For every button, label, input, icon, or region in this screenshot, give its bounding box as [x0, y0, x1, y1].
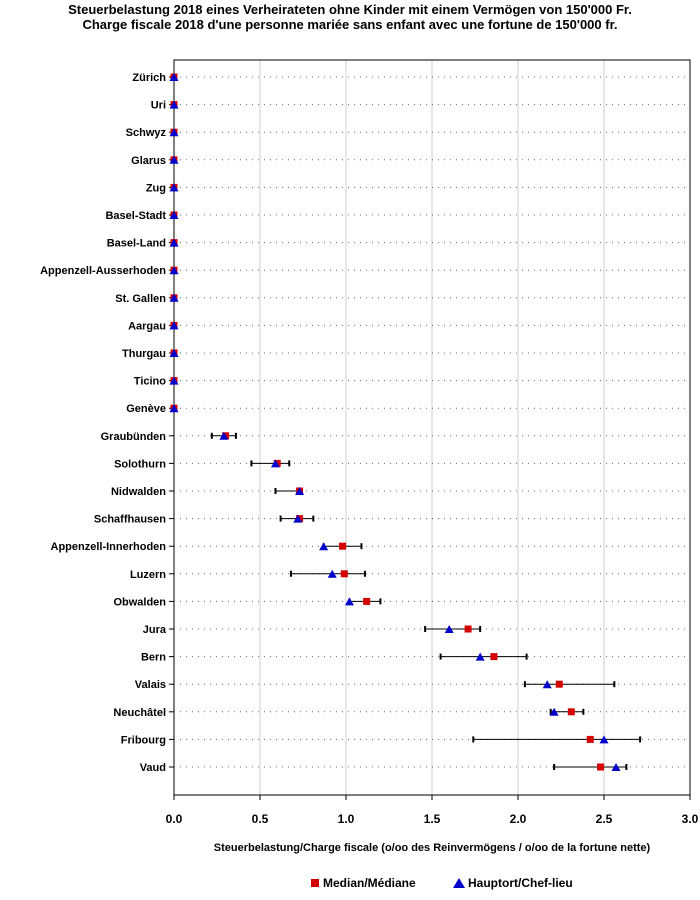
- median-point: [339, 542, 347, 550]
- y-tick-label: Glarus: [131, 155, 166, 167]
- legend-label-median: Median/Médiane: [323, 876, 416, 890]
- y-tick-label: Vaud: [140, 762, 166, 774]
- y-tick-label: St. Gallen: [115, 293, 166, 305]
- y-tick-label: Bern: [141, 652, 166, 664]
- capital-point: [611, 763, 621, 771]
- y-tick-label: Schaffhausen: [94, 514, 166, 526]
- capital-point: [169, 155, 179, 164]
- capital-point: [444, 625, 454, 633]
- capital-point: [169, 183, 179, 192]
- legend-item-capital: Hauptort/Chef-lieu: [453, 876, 573, 890]
- red-square-icon: [311, 879, 319, 887]
- x-tick-label: 2.5: [596, 812, 613, 826]
- x-tick-label: 1.5: [424, 812, 441, 826]
- capital-point: [169, 128, 179, 137]
- blue-triangle-icon: [453, 878, 465, 888]
- chart-subtitle: Charge fiscale 2018 d'une personne marié…: [82, 17, 618, 32]
- median-point: [597, 763, 605, 771]
- y-tick-label: Solothurn: [114, 458, 166, 470]
- y-tick-label: Uri: [151, 100, 166, 112]
- capital-point: [169, 349, 179, 357]
- capital-point: [599, 735, 609, 744]
- y-tick-label: Neuchâtel: [113, 707, 166, 719]
- capital-point: [169, 293, 179, 302]
- y-tick-label: Zürich: [132, 72, 166, 84]
- median-point: [363, 597, 371, 605]
- y-tick-label: Nidwalden: [111, 486, 166, 498]
- capital-point: [293, 514, 303, 523]
- legend-label-capital: Hauptort/Chef-lieu: [468, 876, 573, 890]
- y-tick-label: Graubünden: [101, 431, 167, 443]
- y-tick-label: Thurgau: [122, 348, 166, 360]
- capital-point: [295, 487, 305, 495]
- y-tick-label: Appenzell-Innerhoden: [51, 541, 167, 553]
- y-tick-label: Aargau: [128, 320, 166, 332]
- median-point: [555, 680, 563, 688]
- capital-point: [327, 569, 337, 578]
- capital-point: [169, 376, 179, 385]
- capital-point: [169, 73, 179, 81]
- legend-item-median: Median/Médiane: [311, 876, 416, 890]
- y-tick-label: Schwyz: [126, 127, 167, 139]
- y-tick-label: Zug: [146, 182, 166, 194]
- y-tick-label: Genève: [126, 403, 166, 415]
- capital-point: [169, 266, 179, 275]
- y-tick-label: Appenzell-Ausserhoden: [40, 265, 166, 277]
- x-tick-label: 3.0: [682, 812, 699, 826]
- capital-point: [475, 652, 485, 661]
- capital-point: [542, 680, 552, 689]
- capital-point: [219, 431, 229, 440]
- capital-point: [169, 404, 179, 413]
- median-point: [586, 735, 594, 743]
- y-tick-label: Luzern: [130, 569, 166, 581]
- x-tick-label: 0.0: [166, 812, 183, 826]
- chart-title: Steuerbelastung 2018 eines Verheirateten…: [68, 2, 632, 17]
- capital-point: [344, 597, 354, 606]
- y-tick-label: Basel-Stadt: [105, 210, 166, 222]
- median-point: [340, 570, 348, 578]
- y-tick-label: Ticino: [134, 376, 166, 388]
- x-tick-label: 1.0: [338, 812, 355, 826]
- capital-point: [319, 542, 329, 551]
- capital-point: [169, 238, 179, 247]
- x-tick-label: 0.5: [252, 812, 269, 826]
- x-axis-label: Steuerbelastung/Charge fiscale (o/oo des…: [213, 842, 651, 854]
- capital-point: [549, 707, 559, 716]
- median-point: [490, 653, 498, 661]
- x-tick-label: 2.0: [510, 812, 527, 826]
- median-point: [567, 708, 575, 716]
- capital-point: [270, 459, 280, 468]
- y-tick-label: Valais: [135, 679, 166, 691]
- capital-point: [169, 211, 179, 219]
- y-tick-label: Basel-Land: [107, 238, 166, 250]
- y-tick-label: Obwalden: [113, 596, 166, 608]
- capital-point: [169, 321, 179, 330]
- median-point: [464, 625, 472, 633]
- y-tick-label: Jura: [143, 624, 167, 636]
- y-tick-label: Fribourg: [121, 734, 166, 746]
- capital-point: [169, 100, 179, 109]
